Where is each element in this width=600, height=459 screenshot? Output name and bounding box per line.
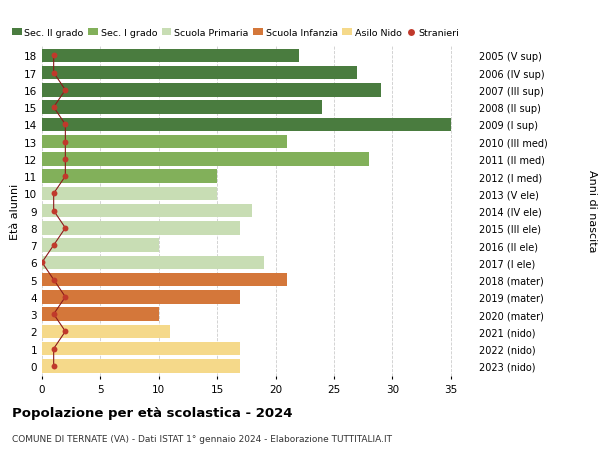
Point	[61, 173, 70, 180]
Bar	[42, 325, 170, 338]
Point	[61, 225, 70, 232]
Bar	[42, 256, 264, 269]
Bar	[42, 135, 287, 149]
Bar	[42, 118, 451, 132]
Point	[61, 87, 70, 95]
Point	[49, 190, 58, 197]
Bar	[42, 342, 241, 356]
Point	[49, 52, 58, 60]
Bar	[42, 84, 380, 97]
Text: Popolazione per età scolastica - 2024: Popolazione per età scolastica - 2024	[12, 406, 293, 419]
Point	[49, 242, 58, 249]
Bar	[42, 153, 369, 166]
Legend: Sec. II grado, Sec. I grado, Scuola Primaria, Scuola Infanzia, Asilo Nido, Stran: Sec. II grado, Sec. I grado, Scuola Prim…	[12, 29, 459, 38]
Point	[61, 139, 70, 146]
Bar	[42, 222, 241, 235]
Point	[49, 363, 58, 370]
Text: Anni di nascita: Anni di nascita	[587, 170, 597, 252]
Bar	[42, 291, 241, 304]
Bar	[42, 67, 357, 80]
Point	[61, 328, 70, 335]
Point	[49, 345, 58, 353]
Bar	[42, 239, 159, 252]
Point	[61, 294, 70, 301]
Point	[37, 259, 47, 266]
Bar	[42, 308, 159, 321]
Bar	[42, 359, 241, 373]
Bar	[42, 50, 299, 63]
Point	[49, 311, 58, 318]
Bar	[42, 101, 322, 115]
Point	[49, 70, 58, 77]
Point	[61, 156, 70, 163]
Bar	[42, 170, 217, 184]
Text: COMUNE DI TERNATE (VA) - Dati ISTAT 1° gennaio 2024 - Elaborazione TUTTITALIA.IT: COMUNE DI TERNATE (VA) - Dati ISTAT 1° g…	[12, 434, 392, 443]
Bar	[42, 273, 287, 287]
Bar	[42, 187, 217, 201]
Point	[49, 104, 58, 112]
Y-axis label: Età alunni: Età alunni	[10, 183, 20, 239]
Bar	[42, 204, 252, 218]
Point	[49, 276, 58, 284]
Point	[61, 121, 70, 129]
Point	[49, 207, 58, 215]
